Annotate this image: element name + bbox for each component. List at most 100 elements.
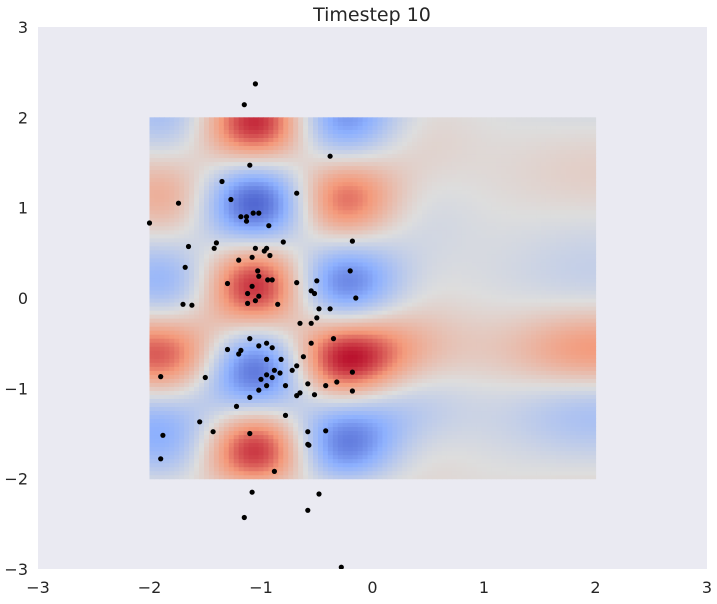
scatter-point-83 — [247, 394, 253, 400]
scatter-point-43 — [180, 301, 186, 307]
scatter-point-44 — [189, 302, 195, 308]
scatter-point-11 — [238, 214, 244, 220]
scatter-point-1 — [241, 102, 247, 108]
scatter-point-29 — [256, 273, 262, 279]
scatter-point-48 — [314, 315, 320, 321]
heatmap — [149, 117, 597, 480]
scatter-point-35 — [249, 283, 255, 289]
y-tick-label: 0 — [18, 289, 28, 308]
y-tick-label: 3 — [18, 18, 28, 37]
scatter-point-15 — [349, 238, 355, 244]
x-tick-label: 1 — [479, 578, 489, 597]
scatter-point-93 — [306, 442, 312, 448]
scatter-point-54 — [264, 340, 270, 346]
scatter-point-16 — [280, 239, 286, 245]
scatter-point-66 — [277, 370, 283, 376]
scatter-point-99 — [241, 514, 247, 521]
scatter-point-34 — [224, 280, 231, 287]
chart-title: Timestep 10 — [312, 4, 431, 26]
scatter-point-100 — [338, 564, 344, 569]
scatter-point-47 — [327, 306, 333, 312]
x-axis-ticks: −3 −2 −1 0 1 2 3 — [26, 578, 712, 597]
y-tick-label: −3 — [4, 560, 28, 579]
x-tick-label: 0 — [367, 578, 377, 597]
scatter-point-27 — [347, 268, 353, 274]
scatter-point-5 — [294, 190, 300, 196]
scatter-point-61 — [264, 356, 270, 362]
scatter-point-55 — [256, 343, 262, 349]
x-tick-label: −3 — [26, 578, 50, 597]
scatter-point-64 — [289, 367, 295, 373]
scatter-point-41 — [252, 298, 258, 304]
scatter-point-18 — [185, 243, 192, 250]
scatter-point-84 — [233, 403, 240, 409]
x-tick-label: −1 — [249, 578, 273, 597]
scatter-point-13 — [243, 218, 250, 224]
scatter-point-98 — [305, 507, 311, 513]
scatter-point-76 — [282, 383, 289, 389]
scatter-point-67 — [264, 372, 270, 378]
scatter-point-10 — [243, 214, 250, 220]
scatter-point-3 — [247, 162, 253, 168]
scatter-point-95 — [271, 468, 277, 474]
y-tick-label: −1 — [4, 379, 28, 398]
scatter-point-87 — [323, 428, 329, 434]
scatter-point-49 — [297, 320, 303, 326]
scatter-point-40 — [353, 295, 359, 301]
scatter-point-9 — [256, 210, 262, 216]
scatter-point-24 — [249, 254, 255, 260]
scatter-point-2 — [327, 153, 333, 159]
scatter-point-81 — [311, 392, 318, 398]
x-tick-label: 2 — [590, 578, 600, 597]
scatter-point-46 — [316, 306, 322, 312]
scatter-point-42 — [245, 300, 251, 306]
scatter-point-71 — [202, 374, 208, 381]
y-axis-ticks: −3 −2 −1 0 1 2 3 — [4, 18, 28, 579]
scatter-point-51 — [247, 336, 253, 342]
scatter-point-38 — [256, 293, 262, 299]
scatter-point-8 — [250, 210, 256, 216]
scatter-point-94 — [158, 456, 164, 462]
scatter-point-60 — [300, 354, 306, 360]
scatter-point-17 — [213, 240, 219, 246]
scatter-point-0 — [252, 81, 258, 87]
scatter-point-73 — [334, 379, 340, 385]
scatter-point-88 — [305, 429, 311, 435]
scatter-point-12 — [266, 223, 272, 229]
scatter-point-23 — [267, 252, 273, 259]
y-tick-label: 1 — [18, 199, 28, 218]
scatter-point-69 — [349, 369, 355, 375]
scatter-point-26 — [182, 264, 188, 270]
scatter-point-28 — [255, 268, 261, 274]
scatter-point-90 — [247, 430, 253, 437]
scatter-point-85 — [282, 412, 289, 418]
scatter-point-22 — [261, 248, 267, 254]
scatter-point-37 — [245, 290, 251, 297]
y-tick-label: 2 — [18, 108, 28, 127]
scatter-point-39 — [311, 290, 318, 297]
scatter-point-20 — [252, 245, 258, 251]
scatter-point-53 — [308, 340, 314, 346]
scatter-point-97 — [316, 491, 322, 497]
scatter-point-4 — [219, 178, 225, 185]
scatter-point-14 — [146, 220, 153, 226]
scatter-point-19 — [211, 245, 217, 251]
scatter-point-79 — [349, 388, 355, 394]
y-tick-label: −2 — [4, 470, 28, 489]
scatter-point-82 — [294, 393, 300, 399]
scatter-point-33 — [269, 277, 275, 283]
scatter-point-59 — [236, 351, 242, 357]
scatter-point-68 — [269, 374, 275, 381]
scatter-point-78 — [256, 387, 262, 393]
scatter-point-45 — [275, 301, 281, 307]
scatter-point-86 — [197, 419, 203, 425]
scatter-point-75 — [305, 381, 311, 387]
scatter-point-65 — [271, 367, 277, 373]
scatter-point-77 — [264, 383, 270, 389]
scatter-point-70 — [158, 374, 164, 380]
scatter-point-57 — [224, 346, 231, 353]
scatter-point-74 — [323, 383, 329, 389]
scatter-point-30 — [265, 277, 271, 283]
scatter-points — [146, 81, 359, 569]
